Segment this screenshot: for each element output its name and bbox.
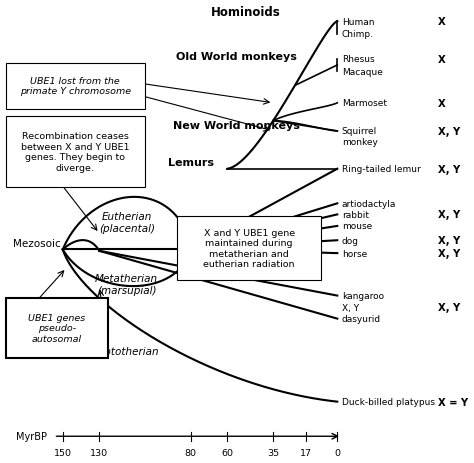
Text: horse: horse xyxy=(342,249,367,258)
Text: Eutherian
(placental): Eutherian (placental) xyxy=(99,212,155,233)
Text: rabbit: rabbit xyxy=(342,211,369,219)
Text: X: X xyxy=(438,55,446,65)
Text: 0: 0 xyxy=(334,448,340,457)
Text: 60: 60 xyxy=(221,448,234,457)
Text: 17: 17 xyxy=(300,448,312,457)
Text: Recombination ceases
between X and Y UBE1
genes. They begin to
diverge.: Recombination ceases between X and Y UBE… xyxy=(21,132,129,172)
Text: Rhesus: Rhesus xyxy=(342,56,374,64)
Text: MyrBP: MyrBP xyxy=(16,432,47,441)
Text: 130: 130 xyxy=(90,448,109,457)
Text: Lemurs: Lemurs xyxy=(168,157,214,168)
Text: X and Y UBE1 gene
maintained during
metatherian and
eutherian radiation: X and Y UBE1 gene maintained during meta… xyxy=(203,228,295,269)
Text: X = Y: X = Y xyxy=(438,397,468,407)
Text: X, Y: X, Y xyxy=(342,303,359,312)
Text: Marmoset: Marmoset xyxy=(342,99,387,108)
Text: UBE1 lost from the
primate Y chromosome: UBE1 lost from the primate Y chromosome xyxy=(20,77,131,96)
Text: New World monkeys: New World monkeys xyxy=(173,121,300,131)
Text: 35: 35 xyxy=(267,448,279,457)
Text: UBE1 genes
pseudo-
autosomal: UBE1 genes pseudo- autosomal xyxy=(28,313,86,343)
Text: X, Y: X, Y xyxy=(438,127,460,137)
FancyBboxPatch shape xyxy=(177,216,321,281)
Text: Chimp.: Chimp. xyxy=(342,30,374,39)
Text: Squirrel: Squirrel xyxy=(342,127,377,136)
FancyBboxPatch shape xyxy=(6,116,145,188)
Text: X, Y: X, Y xyxy=(438,302,460,313)
Text: Mezosoic: Mezosoic xyxy=(13,238,60,248)
Text: Duck-billed platypus: Duck-billed platypus xyxy=(342,397,435,406)
Text: 80: 80 xyxy=(185,448,197,457)
Text: Old World monkeys: Old World monkeys xyxy=(176,51,297,62)
Text: Macaque: Macaque xyxy=(342,68,383,77)
Text: Metatherian
(marsupial): Metatherian (marsupial) xyxy=(95,274,158,295)
Text: monkey: monkey xyxy=(342,138,378,147)
Text: X, Y: X, Y xyxy=(438,249,460,258)
Text: Hominoids: Hominoids xyxy=(211,6,281,19)
FancyBboxPatch shape xyxy=(6,298,109,358)
FancyBboxPatch shape xyxy=(6,63,145,110)
Text: dasyurid: dasyurid xyxy=(342,314,381,324)
Text: dog: dog xyxy=(342,236,359,245)
Text: X, Y: X, Y xyxy=(438,236,460,246)
Text: artiodactyla: artiodactyla xyxy=(342,200,396,208)
Text: X, Y: X, Y xyxy=(438,210,460,220)
Text: Human: Human xyxy=(342,18,374,26)
Text: kangaroo: kangaroo xyxy=(342,291,384,300)
Text: mouse: mouse xyxy=(342,222,372,231)
Text: Prototherian: Prototherian xyxy=(94,346,159,356)
Text: X, Y: X, Y xyxy=(438,164,460,175)
Text: 150: 150 xyxy=(54,448,72,457)
Text: X: X xyxy=(438,99,446,108)
Text: Ring-tailed lemur: Ring-tailed lemur xyxy=(342,165,420,174)
Text: X: X xyxy=(438,17,446,27)
